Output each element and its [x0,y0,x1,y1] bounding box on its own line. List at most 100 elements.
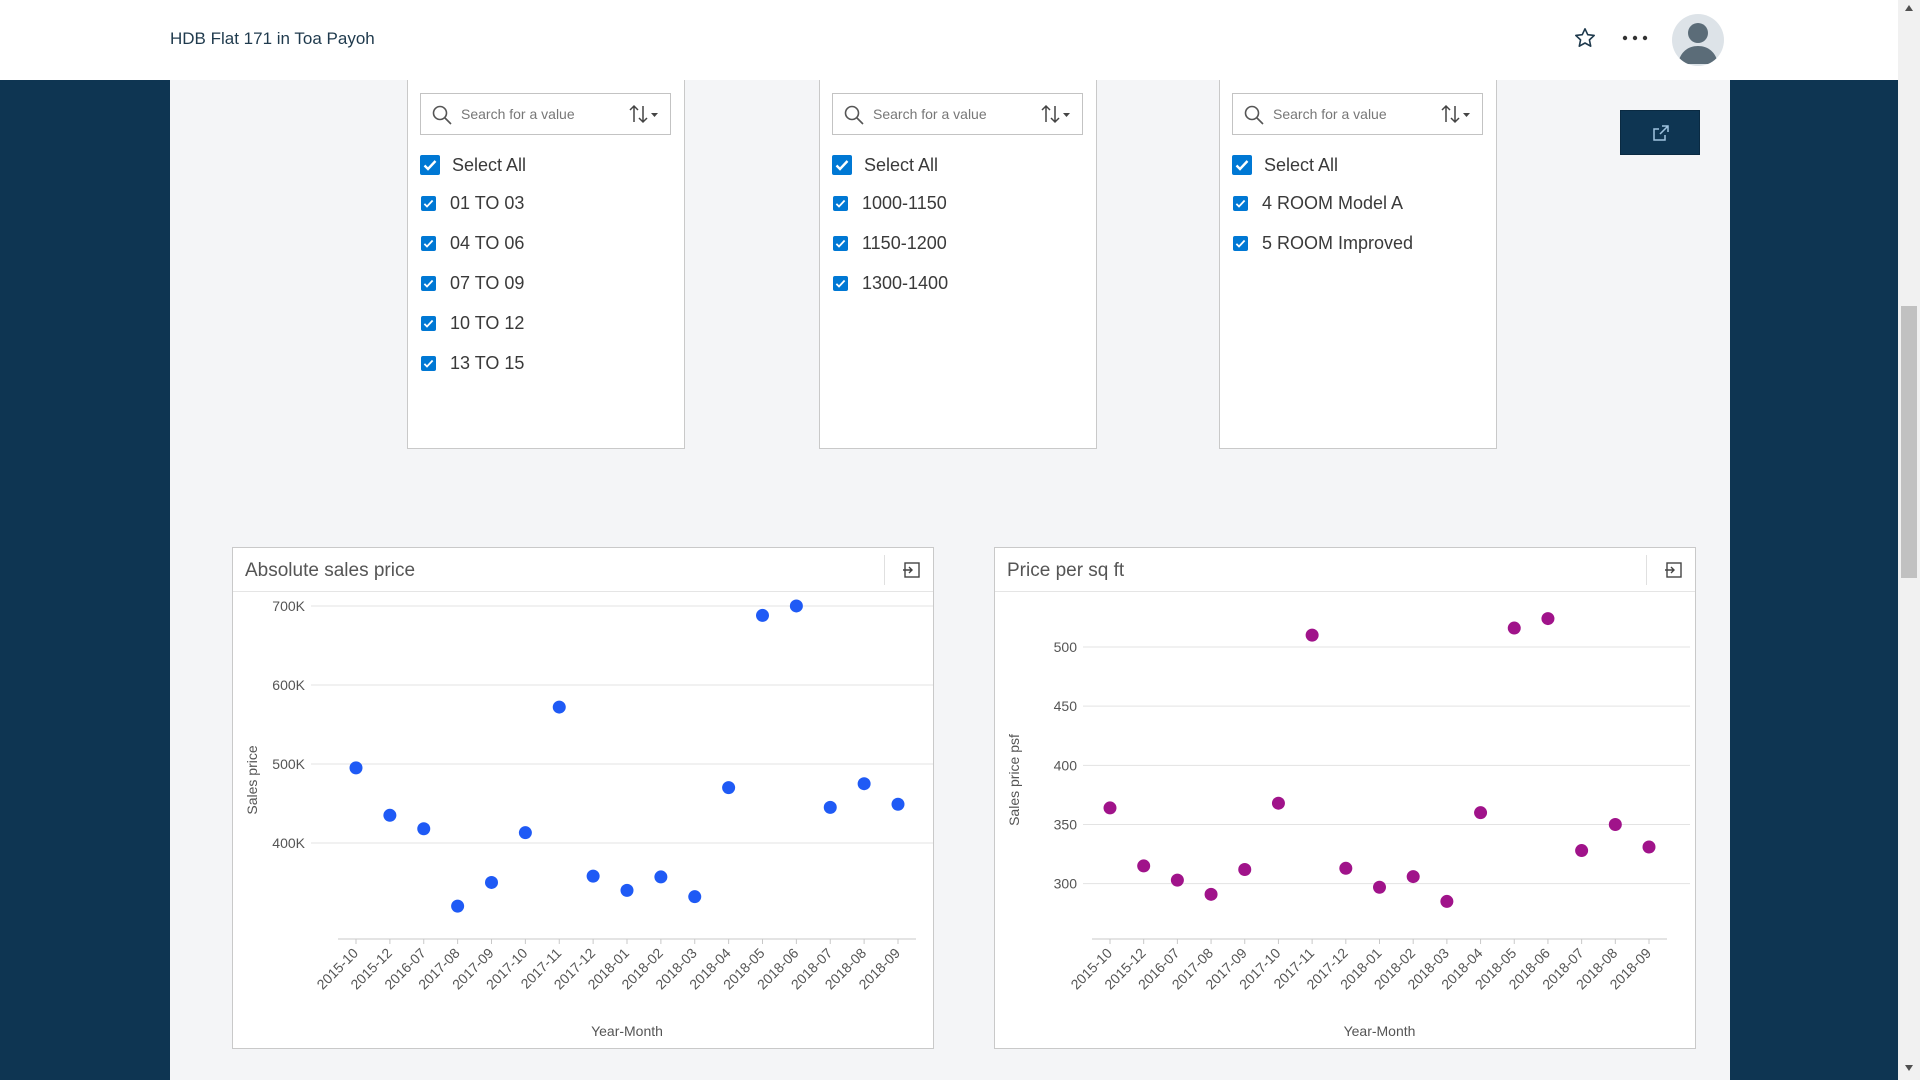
checkbox-checked-icon[interactable] [421,235,436,251]
scroll-thumb[interactable] [1901,306,1917,578]
filter-option[interactable]: 07 TO 09 [421,270,524,296]
data-point[interactable] [1642,840,1656,854]
search-box [420,93,671,135]
page-scrollbar[interactable] [1898,0,1920,1080]
filter-option[interactable]: 04 TO 06 [421,230,524,256]
data-point[interactable] [417,822,431,836]
filter-option[interactable]: 5 ROOM Improved [1233,230,1413,256]
data-point[interactable] [1271,796,1285,810]
sort-icon[interactable] [1439,102,1477,126]
avatar[interactable] [1672,14,1724,66]
share-button[interactable] [1620,110,1700,155]
search-input[interactable] [461,103,621,125]
data-point[interactable] [1440,894,1454,908]
filter-option-label: 1150-1200 [862,232,947,253]
data-point[interactable] [1339,861,1353,875]
search-input[interactable] [873,103,1033,125]
data-point[interactable] [451,899,465,913]
checkbox-checked-icon[interactable] [421,355,436,371]
data-point[interactable] [1608,818,1622,832]
filter-option-label: 1000-1150 [862,192,947,213]
filter-option-label: 5 ROOM Improved [1262,232,1414,253]
checkbox-checked-icon[interactable] [421,275,436,291]
data-point[interactable] [1238,862,1252,876]
search-icon [844,105,864,125]
data-point[interactable] [722,781,736,795]
data-point[interactable] [383,808,397,822]
select-all-checkbox[interactable]: Select All [832,152,938,178]
checkbox-checked-icon[interactable] [421,315,436,331]
filter-option[interactable]: 1300-1400 [833,270,948,296]
filter-option[interactable]: 13 TO 15 [421,350,524,376]
filter-panel-floor-area: Select All 1000-1150 1150-1200 1300-1400 [819,80,1097,449]
data-point[interactable] [1541,612,1555,626]
star-icon[interactable] [1573,26,1597,50]
data-point[interactable] [620,883,634,897]
data-point[interactable] [891,797,905,811]
filter-option[interactable]: 10 TO 12 [421,310,524,336]
data-point[interactable] [1474,806,1488,820]
expand-icon[interactable] [1664,560,1684,580]
data-point[interactable] [654,870,668,884]
sort-icon[interactable] [1039,102,1077,126]
data-point[interactable] [1305,628,1319,642]
data-point[interactable] [586,869,600,883]
select-all-checkbox[interactable]: Select All [1232,152,1338,178]
checkbox-checked-icon[interactable] [832,155,852,175]
scroll-up-arrow-icon[interactable] [1904,4,1914,12]
search-box [832,93,1083,135]
checkbox-checked-icon[interactable] [833,235,848,251]
more-icon[interactable] [1620,26,1650,50]
data-point[interactable] [1507,621,1521,635]
checkbox-checked-icon[interactable] [833,275,848,291]
checkbox-checked-icon[interactable] [1233,235,1248,251]
filter-option[interactable]: 01 TO 03 [421,190,524,216]
y-tick-label: 700K [272,598,305,614]
expand-icon[interactable] [902,560,922,580]
search-box [1232,93,1483,135]
filter-option-label: 01 TO 03 [450,192,525,213]
data-point[interactable] [1575,844,1589,858]
data-point[interactable] [1204,887,1218,901]
select-all-label: Select All [452,154,527,175]
filter-option[interactable]: 4 ROOM Model A [1233,190,1403,216]
select-all-checkbox[interactable]: Select All [420,152,526,178]
data-point[interactable] [1373,880,1386,894]
sort-icon[interactable] [627,102,665,126]
x-axis-title: Year-Month [1344,1023,1416,1039]
checkbox-checked-icon[interactable] [421,195,436,211]
checkbox-checked-icon[interactable] [1232,155,1252,175]
chart-header: Absolute sales price [233,548,933,592]
data-point[interactable] [518,826,532,840]
checkbox-checked-icon[interactable] [1233,195,1248,211]
scroll-down-arrow-icon[interactable] [1904,1064,1914,1072]
filter-option-label: 4 ROOM Model A [1262,192,1404,213]
data-point[interactable] [1137,859,1151,873]
data-point[interactable] [857,777,871,791]
top-bar: HDB Flat 171 in Toa Payoh [0,0,1898,80]
filter-option-label: 10 TO 12 [450,312,525,333]
data-point[interactable] [485,875,498,889]
filter-option[interactable]: 1000-1150 [833,190,947,216]
data-point[interactable] [756,608,769,622]
y-axis-title: Sales price psf [1006,734,1022,826]
chart-header: Price per sq ft [995,548,1695,592]
dashboard-body: Select All 01 TO 03 04 TO 06 07 TO 09 10 TO … [170,80,1730,1080]
data-point[interactable] [688,890,702,904]
checkbox-checked-icon[interactable] [420,155,440,175]
data-point[interactable] [349,761,363,775]
data-point[interactable] [823,800,837,814]
data-point[interactable] [789,599,803,613]
y-tick-label: 350 [1054,817,1078,833]
search-input[interactable] [1273,103,1433,125]
data-point[interactable] [1103,801,1117,815]
y-tick-label: 500K [272,756,305,772]
chart-plot-sales-price: 400K500K600K700K2015-102015-122016-07201… [244,598,933,1039]
data-point[interactable] [1170,873,1184,887]
filter-option[interactable]: 1150-1200 [833,230,947,256]
filter-panel-storey: Select All 01 TO 03 04 TO 06 07 TO 09 10 TO … [407,80,685,449]
data-point[interactable] [1406,870,1420,884]
checkbox-checked-icon[interactable] [833,195,848,211]
data-point[interactable] [552,700,566,714]
select-all-label: Select All [1264,154,1339,175]
